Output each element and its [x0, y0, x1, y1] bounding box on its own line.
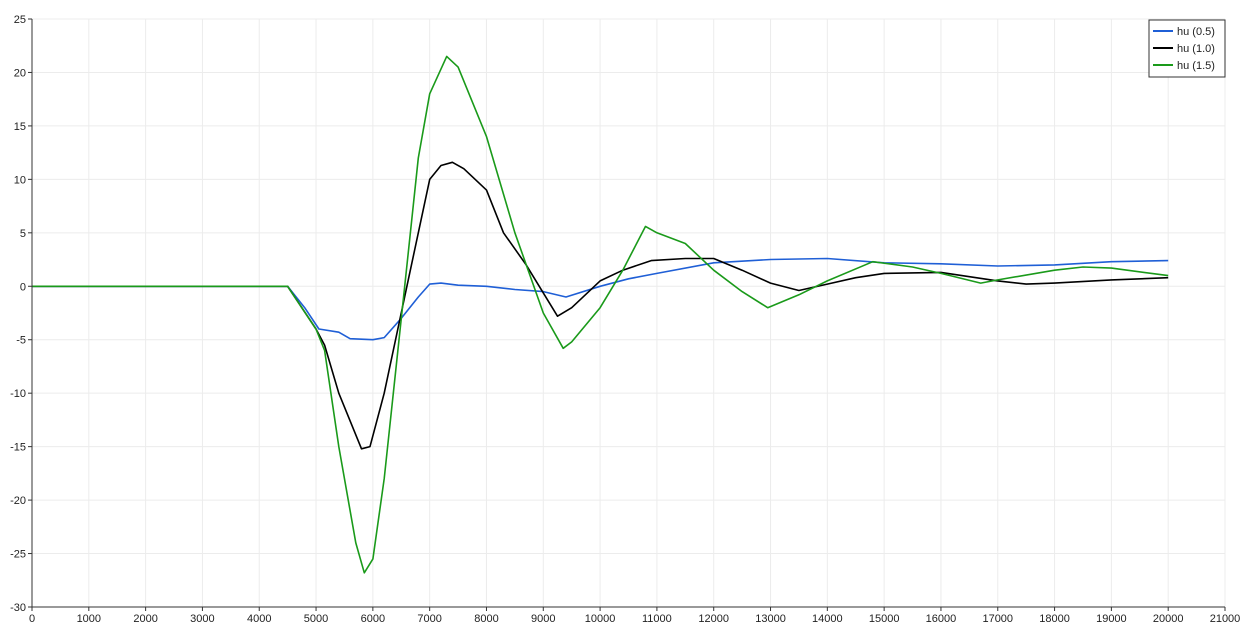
y-tick-label: 15	[14, 121, 26, 133]
x-tick-label: 2000	[133, 613, 157, 625]
legend-label: hu (1.0)	[1177, 43, 1215, 55]
x-tick-label: 3000	[190, 613, 214, 625]
y-tick-label: 20	[14, 67, 26, 79]
legend-label: hu (0.5)	[1177, 26, 1215, 38]
x-tick-label: 0	[29, 613, 35, 625]
x-tick-label: 7000	[417, 613, 441, 625]
y-tick-label: -20	[10, 495, 26, 507]
x-tick-label: 12000	[698, 613, 729, 625]
y-tick-label: 25	[14, 14, 26, 26]
y-tick-label: 0	[20, 281, 26, 293]
x-tick-label: 8000	[474, 613, 498, 625]
series-line-3	[32, 55, 1169, 574]
x-tick-label: 19000	[1096, 613, 1127, 625]
x-tick-label: 11000	[642, 613, 672, 625]
y-tick-label: -5	[16, 335, 26, 347]
x-tick-label: 18000	[1039, 613, 1070, 625]
x-tick-label: 14000	[812, 613, 843, 625]
legend[interactable]: hu (0.5) hu (1.0) hu (1.5)	[1148, 19, 1226, 78]
x-tick-label: 1000	[77, 613, 101, 625]
x-tick-label: 4000	[247, 613, 271, 625]
x-tick-label: 17000	[982, 613, 1013, 625]
series-line-2	[32, 161, 1169, 450]
y-tick-label: -30	[10, 602, 26, 614]
x-tick-label: 16000	[926, 613, 957, 625]
y-tick-labels: -30 -25 -20 -15 -10 -5 0 5 10 15 20 25	[10, 14, 26, 614]
series-line-1	[32, 257, 1169, 341]
y-tick-label: -15	[10, 442, 26, 454]
x-tick-label: 20000	[1153, 613, 1184, 625]
y-tick-label: -10	[10, 388, 26, 400]
y-tick-label: 10	[14, 174, 26, 186]
x-tick-label: 21000	[1210, 613, 1241, 625]
legend-label: hu (1.5)	[1177, 60, 1215, 72]
x-tick-labels: 0 1000 2000 3000 4000 5000 6000 7000 8000 9000 100…	[29, 613, 1240, 625]
plot-background	[32, 19, 1225, 607]
x-tick-label: 5000	[304, 613, 328, 625]
x-tick-label: 15000	[869, 613, 900, 625]
x-tick-label: 13000	[755, 613, 786, 625]
series-group	[32, 55, 1169, 574]
y-tick-label: -25	[10, 549, 26, 561]
x-tick-label: 10000	[585, 613, 616, 625]
axes	[28, 18, 1226, 611]
x-tick-label: 6000	[361, 613, 385, 625]
x-tick-label: 9000	[531, 613, 555, 625]
y-tick-label: 5	[20, 228, 26, 240]
